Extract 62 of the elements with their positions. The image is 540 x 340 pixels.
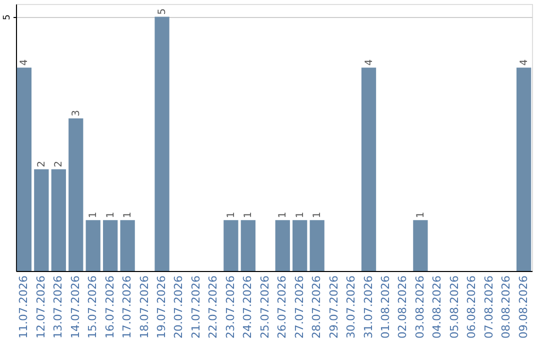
data-label: 4 — [19, 59, 30, 66]
x-tick-label: 12.07.2026 — [34, 276, 48, 338]
x-tick-label: 18.07.2026 — [138, 276, 151, 338]
x-tick-label: 02.08.2026 — [396, 276, 410, 338]
x-tick-label: 07.08.2026 — [482, 276, 496, 338]
data-label: 1 — [226, 212, 237, 218]
x-tick-label: 20.07.2026 — [172, 276, 186, 338]
bar — [120, 220, 135, 271]
x-tick-label: 06.08.2026 — [465, 276, 478, 338]
x-tick-label: 13.07.2026 — [52, 276, 65, 338]
x-tick-label: 05.08.2026 — [448, 276, 461, 338]
bar — [51, 169, 66, 271]
bar — [240, 220, 256, 271]
bar — [224, 220, 238, 271]
x-tick-label: 22.07.2026 — [206, 276, 220, 338]
x-tick-label: 23.07.2026 — [224, 276, 237, 338]
x-tick-label: 11.07.2026 — [17, 276, 30, 338]
x-tick-label: 27.07.2026 — [292, 276, 306, 338]
x-tick-label: 25.07.2026 — [258, 276, 272, 338]
x-tick-label: 28.07.2026 — [310, 276, 324, 338]
x-tick-label: 26.07.2026 — [276, 276, 289, 338]
bar — [86, 220, 100, 271]
x-tick-label: 31.07.2026 — [362, 276, 375, 338]
data-label: 3 — [70, 110, 82, 116]
bar — [34, 169, 49, 271]
bar — [275, 220, 290, 271]
x-tick-label: 21.07.2026 — [189, 276, 202, 338]
bar — [154, 16, 170, 271]
x-tick-label: 01.08.2026 — [378, 276, 392, 338]
x-tick-label: 04.08.2026 — [430, 276, 444, 338]
x-tick-label: 17.07.2026 — [120, 276, 134, 338]
x-tick-label: 15.07.2026 — [86, 276, 100, 338]
bar — [516, 68, 532, 271]
data-label: 1 — [243, 212, 254, 218]
bar — [68, 118, 84, 271]
data-label: 1 — [122, 212, 134, 218]
data-label: 1 — [278, 212, 289, 218]
x-tick-label: 08.08.2026 — [500, 276, 513, 338]
bar — [103, 220, 118, 271]
data-label: 5 — [157, 8, 168, 15]
bar — [310, 220, 324, 271]
bar — [16, 68, 32, 271]
x-tick-label: 19.07.2026 — [155, 276, 168, 338]
x-tick-label: 16.07.2026 — [103, 276, 116, 338]
x-tick-label: 24.07.2026 — [241, 276, 254, 338]
data-label: 1 — [312, 212, 324, 218]
data-label: 1 — [415, 212, 426, 218]
x-tick-label: 03.08.2026 — [413, 276, 426, 338]
x-tick-label: 29.07.2026 — [327, 276, 340, 338]
bar — [413, 220, 428, 271]
data-label: 1 — [105, 212, 116, 218]
data-label: 2 — [54, 160, 65, 168]
bar — [361, 68, 376, 271]
x-tick-label: 14.07.2026 — [68, 276, 82, 338]
data-label: 4 — [518, 59, 530, 66]
data-label: 4 — [364, 59, 375, 66]
bar — [292, 220, 308, 271]
x-tick-label: 09.08.2026 — [516, 276, 530, 338]
data-label: 2 — [36, 160, 48, 168]
x-tick-label: 30.07.2026 — [344, 276, 358, 338]
data-label: 1 — [88, 212, 100, 218]
data-label: 1 — [294, 212, 306, 218]
